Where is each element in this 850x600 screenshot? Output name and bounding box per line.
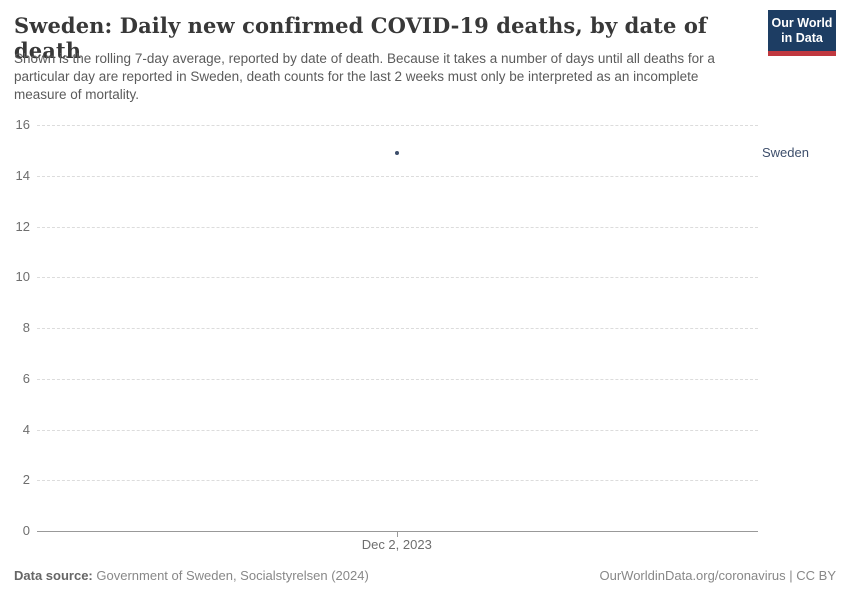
y-tick-label-8: 8 [22,320,30,335]
y-tick-label-6: 6 [22,370,30,386]
gridline-10 [37,277,758,279]
gridline-2 [37,480,758,482]
data-source-label: Data source: [14,568,93,583]
y-tick-label-10: 10 [15,269,30,285]
gridline-16 [37,125,758,126]
x-tick-mark [396,531,398,537]
data-source-note: Data source: Government of Sweden, Socia… [14,568,369,583]
data-source-value: Government of Sweden, Socialstyrelsen (2… [96,568,369,583]
chart-title: Sweden: Daily new confirmed COVID-19 dea… [14,13,708,63]
gridline-6 [37,378,758,380]
chart-area: Dec 2, 2023 Sweden [0,125,850,552]
gridline-4 [37,429,758,431]
owid-logo-line1: Our World [771,15,833,30]
gridline-14 [37,175,758,177]
plot-area: Dec 2, 2023 [37,125,758,552]
y-tick-label-2: 2 [22,472,30,488]
attribution-note: OurWorldinData.org/coronavirus | CC BY [599,568,836,583]
y-tick-label-12: 12 [15,218,30,234]
data-point-sweden [394,150,399,155]
entity-label-sweden: Sweden [762,144,809,160]
y-tick-label-14: 14 [15,167,30,183]
owid-logo: Our World in Data [768,10,836,56]
gridline-12 [37,226,758,228]
chart-footer: Data source: Government of Sweden, Socia… [14,568,836,583]
x-tick-label: Dec 2, 2023 [361,537,432,552]
owid-logo-line2: in Data [781,30,823,45]
y-tick-label-4: 4 [22,421,30,437]
y-tick-label-0: 0 [22,523,30,538]
y-tick-label-16: 16 [15,117,30,132]
gridline-8 [37,328,758,329]
chart-subtitle: Shown is the rolling 7-day average, repo… [14,51,715,102]
